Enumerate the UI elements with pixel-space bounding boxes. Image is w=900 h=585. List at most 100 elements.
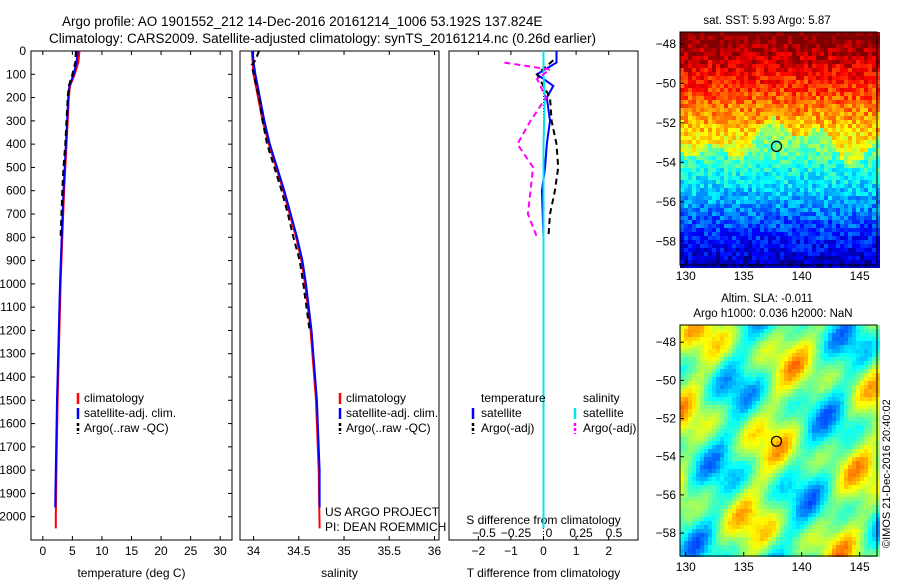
heatmap-cell [684, 80, 688, 84]
heatmap-cell [720, 240, 724, 244]
heatmap-cell [788, 469, 792, 473]
heatmap-cell [824, 421, 828, 425]
heatmap-cell [724, 40, 728, 44]
heatmap-cell [836, 357, 840, 361]
legend-label: satellite-adj. clim. [84, 406, 176, 420]
heatmap-cell [716, 433, 720, 437]
heatmap-cell [688, 136, 692, 140]
heatmap-cell [844, 401, 848, 405]
heatmap-cell [744, 381, 748, 385]
heatmap-cell [848, 188, 852, 192]
heatmap-cell [712, 236, 716, 240]
heatmap-cell [724, 397, 728, 401]
heatmap-cell [740, 357, 744, 361]
heatmap-cell [720, 401, 724, 405]
heatmap-cell [852, 64, 856, 68]
heatmap-cell [832, 240, 836, 244]
heatmap-cell [820, 401, 824, 405]
heatmap-cell [696, 465, 700, 469]
heatmap-cell [760, 180, 764, 184]
heatmap-cell [820, 397, 824, 401]
heatmap-cell [856, 220, 860, 224]
heatmap-cell [744, 457, 748, 461]
heatmap-cell [852, 116, 856, 120]
heatmap-cell [680, 192, 684, 196]
heatmap-cell [704, 40, 708, 44]
heatmap-cell [844, 208, 848, 212]
heatmap-cell [780, 341, 784, 345]
heatmap-cell [700, 413, 704, 417]
heatmap-cell [732, 120, 736, 124]
heatmap-cell [864, 48, 868, 52]
heatmap-cell [712, 176, 716, 180]
heatmap-cell [688, 156, 692, 160]
heatmap-cell [732, 104, 736, 108]
heatmap-cell [808, 72, 812, 76]
heatmap-cell [784, 244, 788, 248]
heatmap-cell [860, 425, 864, 429]
heatmap-cell [680, 60, 684, 64]
heatmap-cell [812, 256, 816, 260]
heatmap-cell [764, 409, 768, 413]
heatmap-cell [868, 228, 872, 232]
heatmap-cell [704, 345, 708, 349]
heatmap-cell [800, 192, 804, 196]
heatmap-cell [788, 208, 792, 212]
heatmap-cell [740, 453, 744, 457]
heatmap-cell [732, 393, 736, 397]
heatmap-cell [748, 96, 752, 100]
x-tick-label: 2 [605, 544, 612, 558]
heatmap-cell [816, 152, 820, 156]
heatmap-cell [856, 180, 860, 184]
heatmap-cell [720, 256, 724, 260]
heatmap-cell [704, 389, 708, 393]
heatmap-cell [800, 132, 804, 136]
heatmap-cell [748, 361, 752, 365]
heatmap-cell [704, 333, 708, 337]
heatmap-cell [724, 469, 728, 473]
heatmap-cell [840, 429, 844, 433]
heatmap-cell [680, 224, 684, 228]
heatmap-cell [784, 429, 788, 433]
heatmap-cell [740, 437, 744, 441]
heatmap-cell [752, 156, 756, 160]
heatmap-cell [736, 100, 740, 104]
heatmap-cell [788, 401, 792, 405]
heatmap-cell [716, 92, 720, 96]
heatmap-cell [684, 244, 688, 248]
heatmap-cell [696, 52, 700, 56]
heatmap-cell [756, 437, 760, 441]
heatmap-cell [816, 345, 820, 349]
heatmap-cell [816, 469, 820, 473]
heatmap-cell [692, 44, 696, 48]
heatmap-cell [808, 172, 812, 176]
heatmap-cell [776, 325, 780, 329]
heatmap-cell [712, 437, 716, 441]
heatmap-cell [768, 256, 772, 260]
heatmap-cell [696, 128, 700, 132]
heatmap-cell [824, 224, 828, 228]
heatmap-cell [756, 252, 760, 256]
heatmap-cell [800, 365, 804, 369]
heatmap-cell [788, 168, 792, 172]
heatmap-cell [732, 32, 736, 36]
heatmap-cell [736, 144, 740, 148]
heatmap-cell [684, 236, 688, 240]
y-tick-label: −48 [656, 37, 677, 51]
heatmap-cell [744, 212, 748, 216]
heatmap-cell [696, 337, 700, 341]
heatmap-cell [728, 465, 732, 469]
heatmap-cell [868, 180, 872, 184]
heatmap-cell [764, 469, 768, 473]
heatmap-cell [708, 156, 712, 160]
heatmap-cell [688, 337, 692, 341]
heatmap-cell [796, 112, 800, 116]
heatmap-cell [720, 389, 724, 393]
heatmap-cell [824, 76, 828, 80]
heatmap-cell [864, 40, 868, 44]
heatmap-cell [832, 120, 836, 124]
heatmap-cell [724, 393, 728, 397]
heatmap-cell [796, 409, 800, 413]
heatmap-cell [696, 236, 700, 240]
heatmap-cell [776, 449, 780, 453]
